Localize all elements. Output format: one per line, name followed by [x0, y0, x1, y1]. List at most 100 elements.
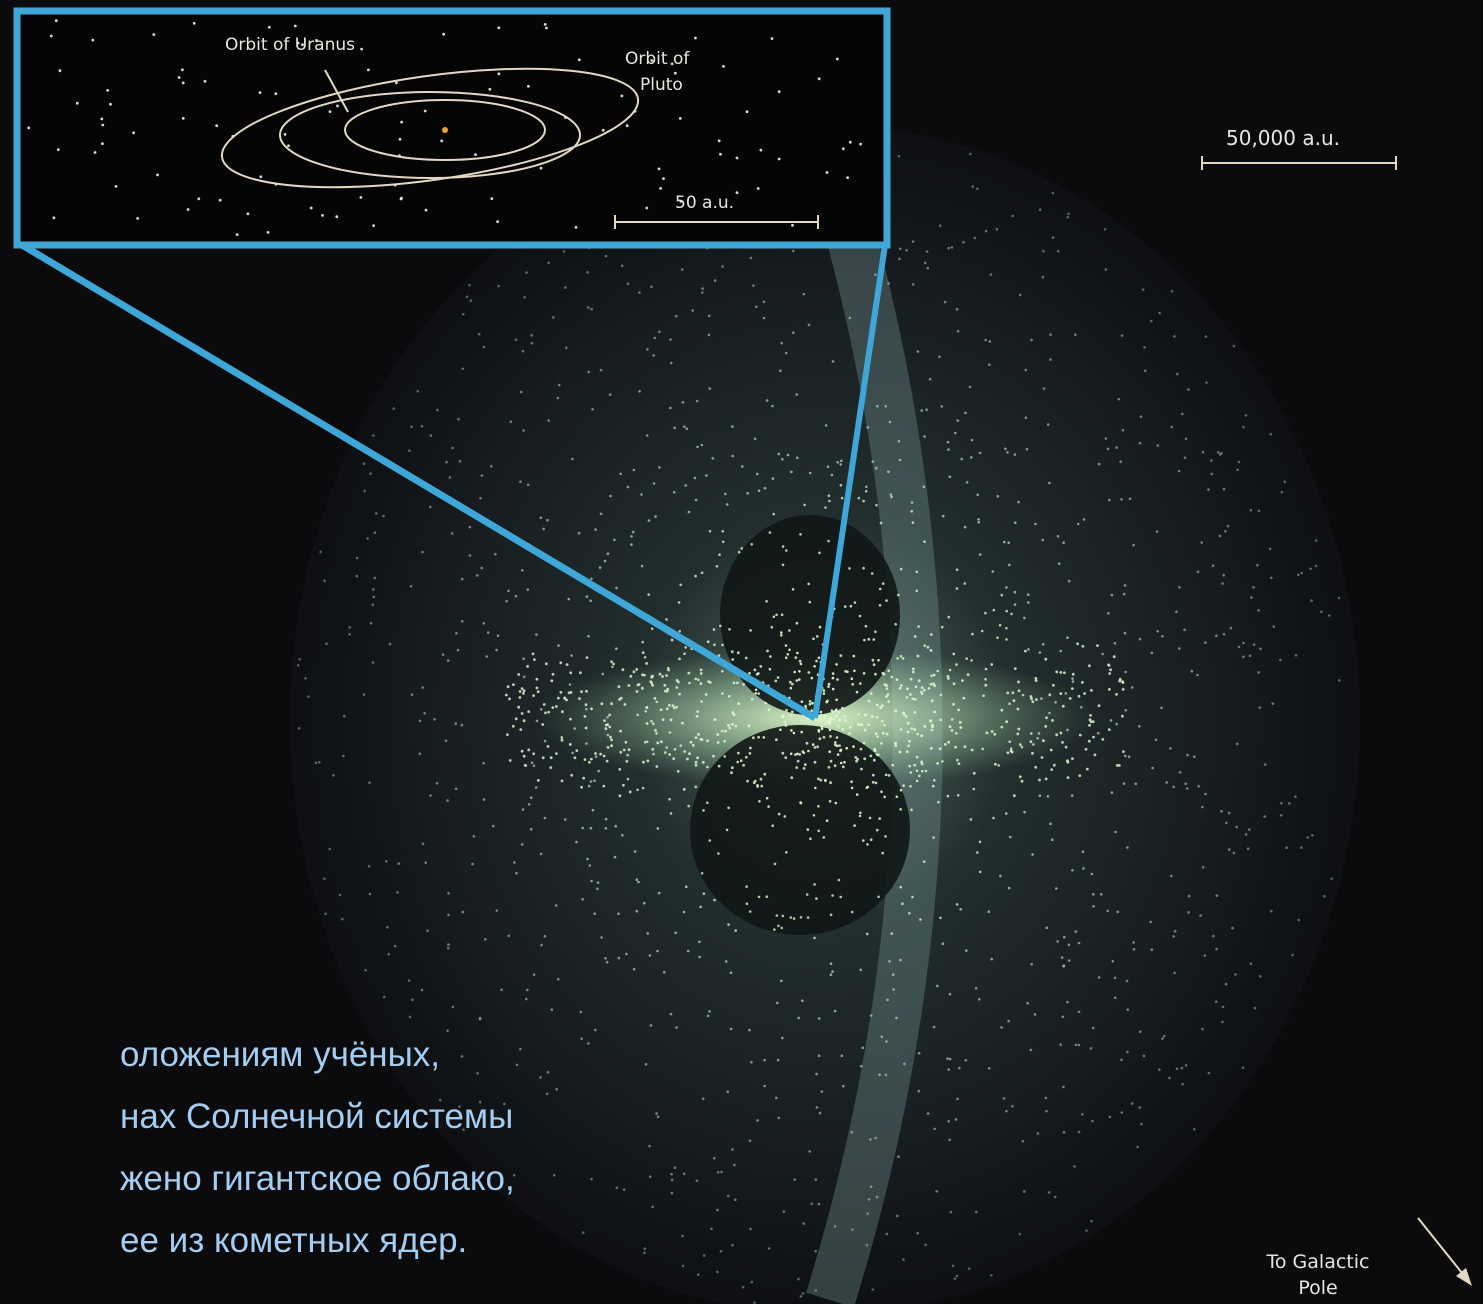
- dot: [930, 683, 933, 686]
- dot: [771, 824, 774, 827]
- dot: [1094, 754, 1097, 757]
- dot: [748, 672, 751, 675]
- dot: [666, 688, 669, 691]
- dot: [447, 947, 450, 950]
- dot: [1126, 1051, 1129, 1054]
- dot: [701, 872, 704, 875]
- dot: [709, 839, 712, 842]
- dot: [862, 567, 865, 570]
- dot: [863, 757, 866, 760]
- dot: [1060, 732, 1063, 735]
- dot: [842, 147, 845, 150]
- dot: [496, 909, 499, 912]
- dot: [552, 316, 555, 319]
- dot: [568, 598, 571, 601]
- dot: [866, 426, 869, 429]
- dot: [876, 704, 879, 707]
- dot: [574, 756, 577, 759]
- dot: [1175, 610, 1178, 613]
- dot: [1073, 1165, 1076, 1168]
- dot: [1116, 764, 1119, 767]
- dot: [1121, 715, 1124, 718]
- dot: [830, 962, 833, 965]
- dot: [605, 827, 608, 830]
- dot: [1250, 509, 1253, 512]
- dot: [776, 914, 779, 917]
- dot: [528, 803, 531, 806]
- dot: [839, 896, 842, 899]
- dot: [649, 680, 652, 683]
- dot: [1257, 609, 1260, 612]
- dot: [734, 929, 737, 932]
- dot: [944, 743, 947, 746]
- dot: [798, 678, 801, 681]
- dot: [619, 794, 622, 797]
- dot: [881, 1036, 884, 1039]
- dot: [584, 758, 587, 761]
- dot: [661, 675, 664, 678]
- dot: [1082, 867, 1085, 870]
- dot: [975, 987, 978, 990]
- dot: [1078, 942, 1081, 945]
- caption-line: нах Солнечной системы: [120, 1097, 513, 1136]
- dot: [752, 736, 755, 739]
- dot: [754, 692, 757, 695]
- dot: [627, 486, 630, 489]
- dot: [738, 551, 741, 554]
- dot: [730, 1028, 733, 1031]
- dot: [750, 543, 753, 546]
- dot: [582, 1231, 585, 1234]
- dot: [700, 672, 703, 675]
- dot: [683, 750, 686, 753]
- dot: [1143, 1055, 1146, 1058]
- dot: [284, 133, 287, 136]
- dot: [817, 830, 820, 833]
- dot: [662, 718, 665, 721]
- dot: [812, 638, 815, 641]
- dot: [914, 635, 917, 638]
- dot: [819, 1112, 822, 1115]
- dot: [896, 795, 899, 798]
- dot: [890, 496, 893, 499]
- dot: [875, 467, 878, 470]
- dot: [1030, 695, 1033, 698]
- dot: [883, 673, 886, 676]
- dot: [619, 730, 622, 733]
- dot: [440, 140, 443, 143]
- dot: [1201, 806, 1204, 809]
- dot: [1230, 627, 1233, 630]
- dot: [742, 1286, 745, 1289]
- dot: [1309, 568, 1312, 571]
- dot: [650, 720, 653, 723]
- dot: [900, 655, 903, 658]
- dot: [823, 692, 826, 695]
- dot: [967, 673, 970, 676]
- dot: [561, 710, 564, 713]
- dot: [831, 894, 834, 897]
- dot: [1270, 577, 1273, 580]
- dot: [678, 601, 681, 604]
- dot: [596, 888, 599, 891]
- dot: [779, 370, 782, 373]
- dot: [1062, 965, 1065, 968]
- dot: [813, 883, 816, 886]
- dot: [872, 781, 875, 784]
- dot: [678, 693, 681, 696]
- dot: [489, 88, 492, 91]
- dot: [884, 835, 887, 838]
- dot: [766, 650, 769, 653]
- dot: [785, 644, 788, 647]
- dot: [1269, 548, 1272, 551]
- dot: [513, 861, 516, 864]
- dot: [885, 599, 888, 602]
- dot: [597, 770, 600, 773]
- dot: [816, 1106, 819, 1109]
- dot: [684, 484, 687, 487]
- dot: [1027, 593, 1030, 596]
- dot: [1124, 584, 1127, 587]
- dot: [814, 1250, 817, 1253]
- dot: [332, 774, 335, 777]
- dot: [797, 1017, 800, 1020]
- dot: [714, 718, 717, 721]
- dot: [926, 250, 929, 253]
